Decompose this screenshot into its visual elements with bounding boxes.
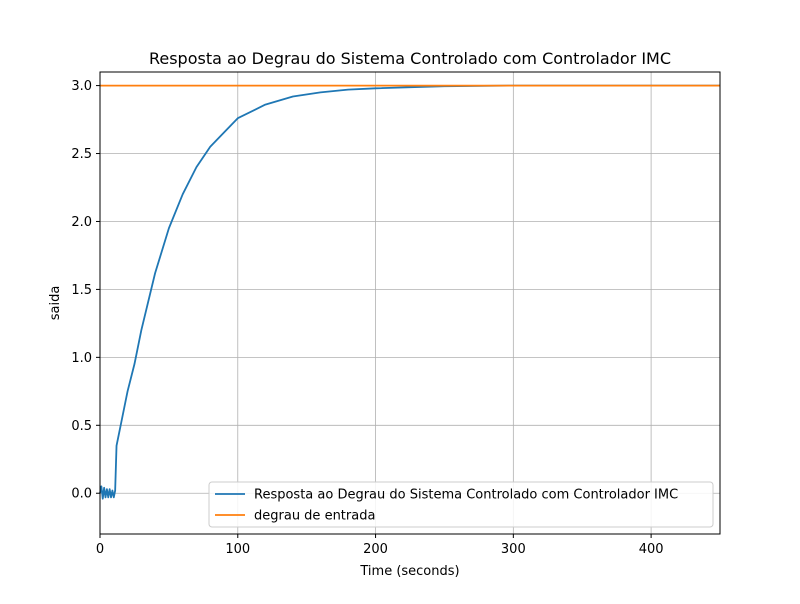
y-tick-label: 0.5 [71, 419, 92, 434]
series-line-1 [99, 84, 720, 500]
legend-label: degrau de entrada [254, 509, 375, 524]
x-tick-label: 0 [96, 542, 104, 557]
y-tick-label: 3.0 [71, 79, 92, 94]
ticks: 0 100 200 300 400 0.0 0.5 1.0 1.5 2.0 2.5 3.0 [71, 79, 663, 557]
legend-label: Resposta ao Degrau do Sistema Controlado… [254, 488, 678, 503]
x-tick-label: 100 [225, 542, 250, 557]
y-tick-label: 0.0 [71, 487, 92, 502]
legend-box [208, 481, 714, 528]
x-tick-label: 300 [501, 542, 526, 557]
legend: Resposta ao Degrau do Sistema Controlado… [208, 481, 714, 528]
y-axis-label: saida [48, 286, 63, 321]
y-tick-label: 1.0 [71, 351, 92, 366]
x-axis-label: Time (seconds) [359, 564, 459, 579]
x-tick-label: 400 [639, 542, 664, 557]
plot-frame [99, 71, 721, 535]
chart-title: Resposta ao Degrau do Sistema Controlado… [149, 49, 671, 68]
x-tick-label: 200 [363, 542, 388, 557]
grid [99, 72, 720, 534]
y-tick-label: 1.5 [71, 283, 92, 298]
y-tick-label: 2.5 [71, 147, 92, 162]
y-tick-label: 2.0 [71, 215, 92, 230]
series-layer [99, 84, 720, 500]
